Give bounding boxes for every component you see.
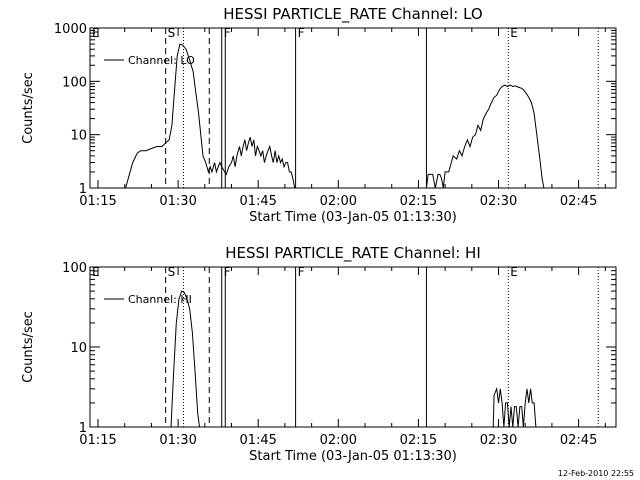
event-marker-label: E <box>92 265 100 279</box>
event-marker-label: S <box>168 265 176 279</box>
x-tick-label: 02:00 <box>320 433 357 448</box>
x-tick-label: 01:30 <box>159 194 196 209</box>
event-marker-label: E <box>510 26 518 40</box>
legend-label: Channel: LO <box>128 54 195 67</box>
y-axis-label: Counts/sec <box>21 311 36 383</box>
x-tick-label: 02:30 <box>480 433 517 448</box>
x-tick-label: 01:30 <box>159 433 196 448</box>
series-line <box>125 43 296 189</box>
series-line <box>170 290 200 428</box>
event-marker-label: E <box>92 26 100 40</box>
event-marker-label: F <box>224 26 231 40</box>
series-line <box>425 84 545 189</box>
x-tick-label: 01:15 <box>79 194 116 209</box>
x-tick-label: 02:15 <box>400 433 437 448</box>
y-tick-label: 10 <box>70 341 87 356</box>
y-tick-label: 100 <box>62 261 87 276</box>
chart-title: HESSI PARTICLE_RATE Channel: LO <box>223 5 482 24</box>
event-marker-label: F <box>298 26 305 40</box>
x-axis-label: Start Time (03-Jan-05 01:13:30) <box>249 449 457 464</box>
y-tick-label: 100 <box>62 75 87 90</box>
x-tick-label: 02:00 <box>320 194 357 209</box>
x-axis-label: Start Time (03-Jan-05 01:13:30) <box>249 210 457 225</box>
x-tick-label: 02:15 <box>400 194 437 209</box>
x-tick-label: 02:45 <box>560 194 597 209</box>
x-tick-label: 01:45 <box>239 433 276 448</box>
plot-frame <box>89 266 617 428</box>
chart-title: HESSI PARTICLE_RATE Channel: HI <box>225 244 481 263</box>
x-tick-label: 01:45 <box>239 194 276 209</box>
y-tick-label: 10 <box>70 129 87 144</box>
y-tick-label: 1000 <box>54 22 87 37</box>
y-axis-label: Counts/sec <box>21 72 36 144</box>
series-line <box>492 386 537 428</box>
legend-label: Channel: HI <box>128 293 192 306</box>
x-tick-label: 01:15 <box>79 433 116 448</box>
event-marker-label: F <box>298 265 305 279</box>
event-marker-label: E <box>510 265 518 279</box>
event-marker-label: S <box>168 26 176 40</box>
y-tick-label: 1 <box>79 182 87 197</box>
footer-date: 12-Feb-2010 22:55 <box>557 469 634 478</box>
event-marker-label: F <box>224 265 231 279</box>
x-tick-label: 02:45 <box>560 433 597 448</box>
plot-frame <box>89 27 617 189</box>
x-tick-label: 02:30 <box>480 194 517 209</box>
y-tick-label: 1 <box>79 421 87 436</box>
